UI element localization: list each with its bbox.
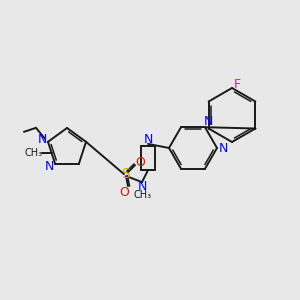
Text: N: N <box>143 134 153 146</box>
Text: S: S <box>122 167 130 181</box>
Text: N: N <box>218 142 228 154</box>
Text: F: F <box>233 79 241 92</box>
Text: CH₃: CH₃ <box>134 190 152 200</box>
Text: O: O <box>119 186 129 199</box>
Text: O: O <box>135 156 145 169</box>
Text: N: N <box>137 180 147 193</box>
Text: N: N <box>203 115 213 128</box>
Text: N: N <box>45 160 54 173</box>
Text: CH₃: CH₃ <box>25 148 43 158</box>
Text: N: N <box>37 133 47 146</box>
